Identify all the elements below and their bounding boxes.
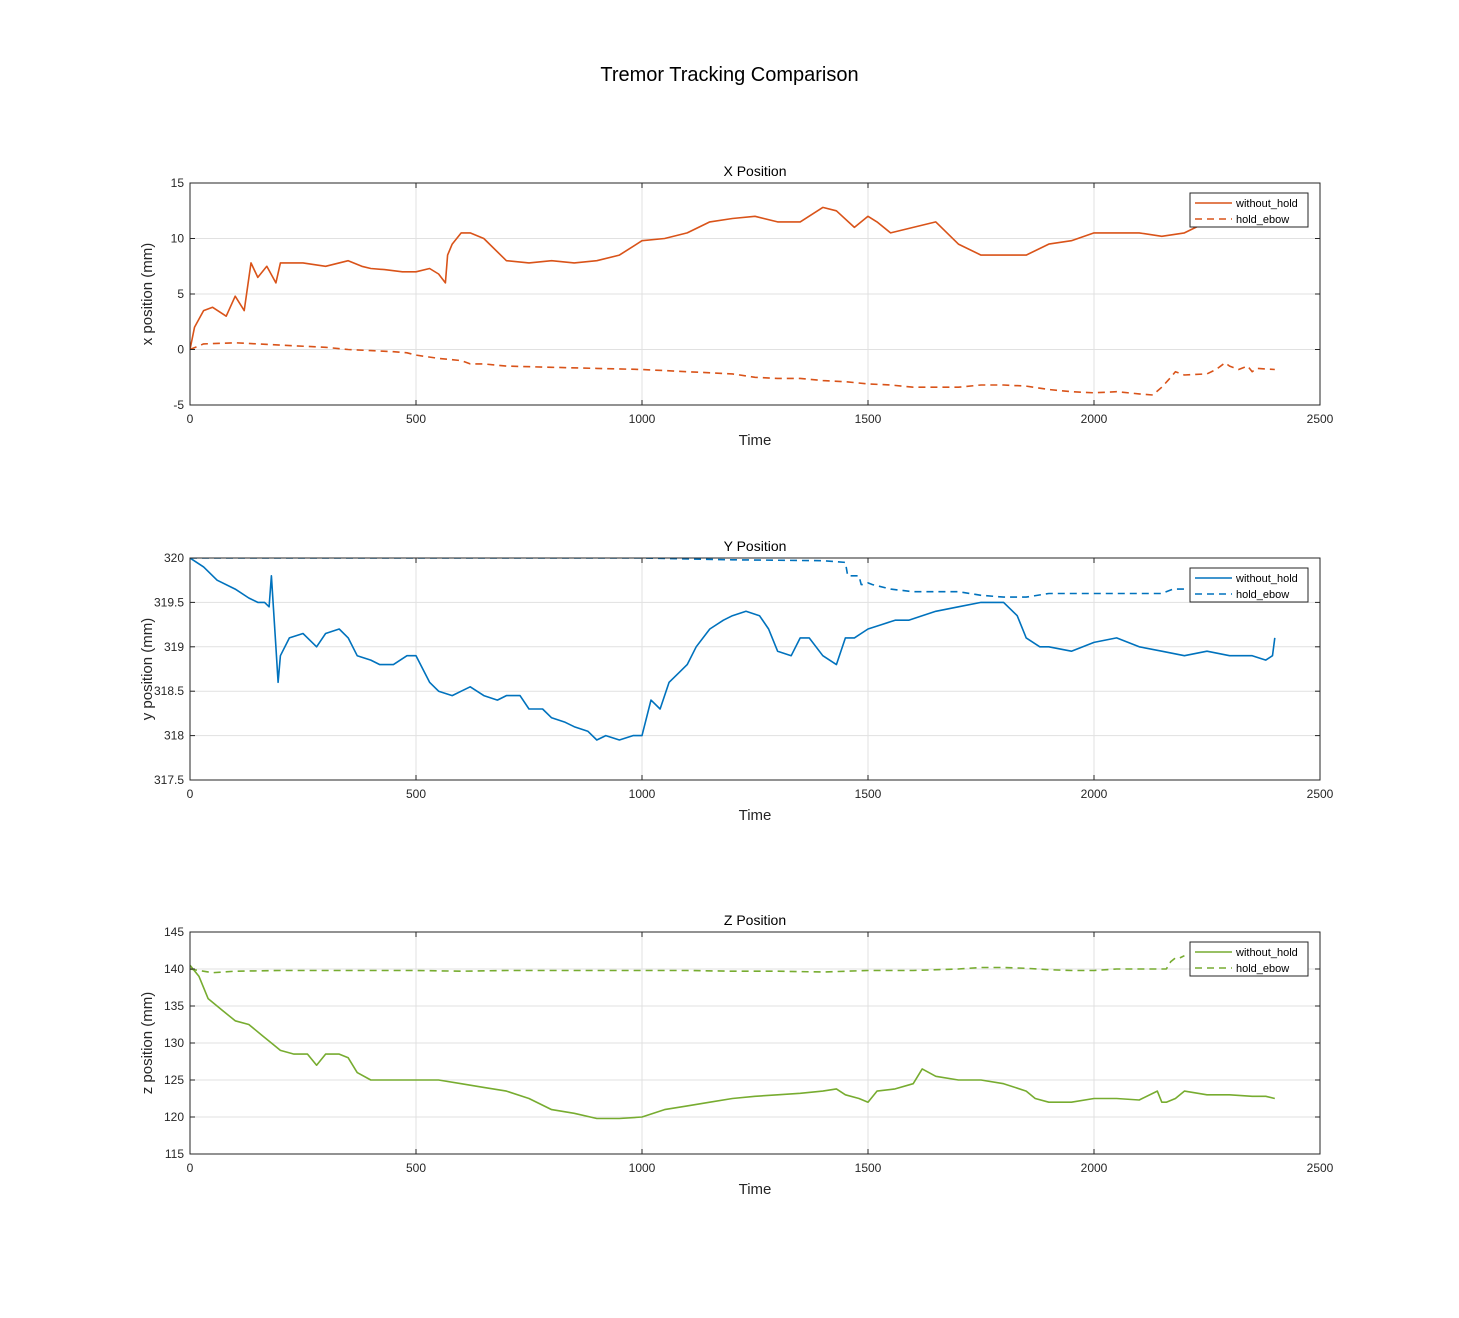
x-tick-label: 1500: [855, 412, 882, 426]
legend-box: [1189, 941, 1309, 977]
x-tick-label: 2500: [1307, 412, 1334, 426]
x-tick-label: 1000: [629, 1161, 656, 1175]
legend-entry: without_hold: [1235, 198, 1298, 210]
subplot-title: X Position: [723, 163, 786, 179]
x-tick-label: 1000: [629, 787, 656, 801]
y-tick-label: 15: [171, 176, 185, 190]
series-line-without_hold: [190, 964, 1275, 1120]
y-tick-label: 120: [164, 1110, 184, 1124]
y-tick-label: 145: [164, 925, 184, 939]
x-tick-label: 500: [406, 787, 426, 801]
x-tick-label: 1500: [855, 1161, 882, 1175]
subplot-3: 0 500 1000 1500 2000 2500 115 120 125 130 135 140 14…: [139, 912, 1334, 1198]
series-line-without_hold: [190, 558, 1276, 741]
legend-box: [1189, 567, 1309, 603]
y-axis-label: y position (mm): [139, 618, 156, 721]
figure-title: Tremor Tracking Comparison: [600, 64, 859, 86]
y-axis-label: x position (mm): [139, 243, 156, 346]
y-tick-label: 135: [164, 999, 184, 1013]
y-tick-label: 319: [164, 640, 184, 654]
x-tick-label: 500: [406, 412, 426, 426]
x-axis-label: Time: [739, 1181, 772, 1198]
y-tick-label: 10: [171, 232, 185, 246]
series-line-hold_ebow: [190, 954, 1185, 974]
legend-box: [1189, 192, 1309, 228]
y-tick-label: -5: [173, 398, 184, 412]
x-tick-label: 2000: [1081, 787, 1108, 801]
y-tick-label: 5: [177, 287, 184, 301]
plot-area: [190, 558, 1320, 780]
y-tick-label: 318: [164, 729, 184, 743]
legend: without_hold hold_ebow: [1189, 567, 1309, 603]
x-tick-label: 1000: [629, 412, 656, 426]
y-tick-label: 130: [164, 1036, 184, 1050]
legend-entry: without_hold: [1235, 573, 1298, 585]
subplot-2: 0 500 1000 1500 2000 2500 317.5 318 318.5 319 319.…: [139, 538, 1334, 824]
series-line-hold_ebow: [190, 558, 1185, 598]
x-tick-label: 2000: [1081, 1161, 1108, 1175]
y-tick-label: 319.5: [154, 595, 184, 609]
x-tick-label: 0: [187, 787, 194, 801]
x-tick-label: 2500: [1307, 787, 1334, 801]
legend: without_hold hold_ebow: [1189, 192, 1309, 228]
x-tick-label: 2000: [1081, 412, 1108, 426]
series-line-without_hold: [190, 193, 1276, 350]
legend: without_hold hold_ebow: [1189, 941, 1309, 977]
legend-entry: hold_ebow: [1236, 214, 1289, 226]
x-tick-label: 1500: [855, 787, 882, 801]
y-tick-label: 115: [165, 1147, 184, 1161]
x-tick-label: 500: [406, 1161, 426, 1175]
x-tick-label: 2500: [1307, 1161, 1334, 1175]
y-tick-label: 0: [177, 343, 184, 357]
x-tick-label: 0: [187, 412, 194, 426]
subplot-title: Y Position: [724, 538, 787, 554]
y-tick-label: 318.5: [154, 684, 184, 698]
axes-box: [189, 557, 1321, 781]
legend-entry: hold_ebow: [1236, 963, 1289, 975]
x-axis-label: Time: [739, 807, 772, 824]
y-tick-label: 125: [164, 1073, 184, 1087]
x-tick-label: 0: [187, 1161, 194, 1175]
y-axis-label: z position (mm): [139, 992, 156, 1095]
subplot-title: Z Position: [724, 912, 786, 928]
legend-entry: hold_ebow: [1236, 589, 1289, 601]
y-tick-label: 317.5: [154, 773, 184, 787]
x-axis-label: Time: [739, 432, 772, 449]
legend-entry: without_hold: [1235, 947, 1298, 959]
y-tick-label: 140: [164, 962, 184, 976]
y-tick-label: 320: [164, 551, 184, 565]
